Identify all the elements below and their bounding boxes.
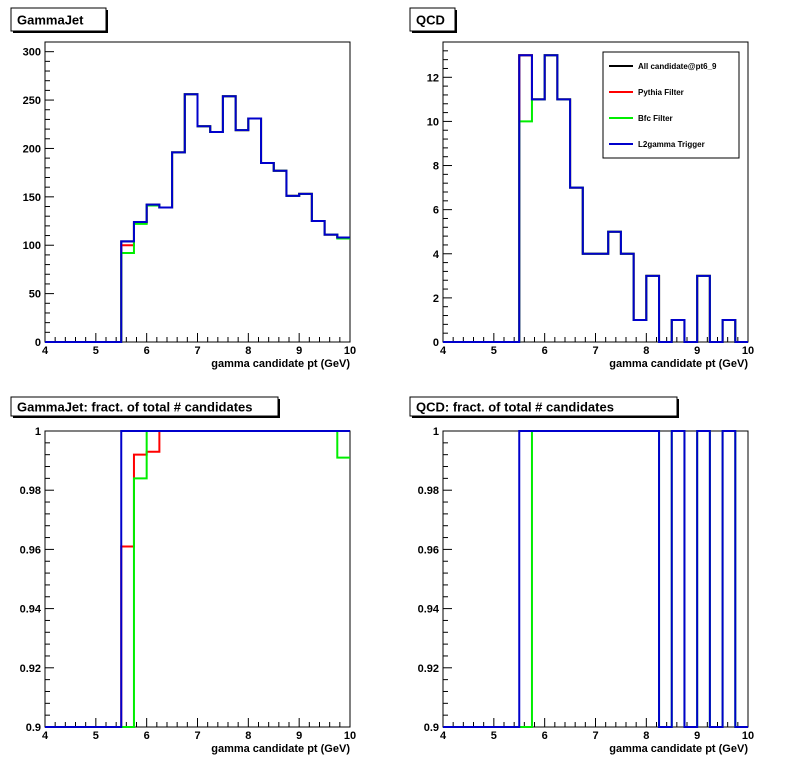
x-tick-label: 9 — [694, 730, 700, 742]
x-axis-label: gamma candidate pt (GeV) — [609, 358, 748, 370]
y-tick-label: 0.98 — [418, 485, 439, 497]
series-line-l2 — [443, 54, 748, 343]
y-tick-label: 0.96 — [20, 544, 41, 556]
x-tick-label: 4 — [42, 345, 49, 357]
legend-label-l2: L2gamma Trigger — [638, 140, 705, 149]
y-tick-label: 300 — [23, 47, 41, 59]
y-tick-label: 12 — [427, 72, 439, 84]
chart-title: GammaJet: fract. of total # candidates — [17, 400, 253, 415]
y-tick-label: 250 — [23, 95, 41, 107]
x-axis-label: gamma candidate pt (GeV) — [609, 743, 748, 755]
chart-title: QCD — [416, 13, 445, 28]
y-tick-label: 50 — [29, 289, 41, 301]
x-tick-label: 7 — [592, 345, 598, 357]
x-tick-label: 5 — [93, 730, 99, 742]
x-tick-label: 9 — [296, 345, 302, 357]
series-line-l2 — [45, 430, 350, 728]
x-tick-label: 4 — [440, 345, 447, 357]
y-tick-label: 1 — [433, 426, 439, 438]
series-line-bfc — [45, 93, 350, 343]
plot-frame — [44, 430, 351, 728]
x-tick-label: 7 — [194, 345, 200, 357]
series-line-bfc — [45, 430, 350, 728]
title-box — [409, 396, 678, 417]
x-tick-label: 5 — [491, 345, 497, 357]
x-axis-label: gamma candidate pt (GeV) — [211, 358, 350, 370]
x-tick-label: 6 — [144, 345, 150, 357]
y-tick-label: 0.94 — [20, 604, 42, 616]
y-tick-label: 4 — [433, 249, 440, 261]
y-tick-label: 0.98 — [20, 485, 41, 497]
y-tick-label: 8 — [433, 161, 439, 173]
x-tick-label: 10 — [742, 730, 754, 742]
y-tick-label: 0.92 — [20, 663, 41, 675]
x-axis-label: gamma candidate pt (GeV) — [211, 743, 350, 755]
chart-panel-3: GammaJet: fract. of total # candidates 4 5… — [10, 396, 356, 755]
x-tick-label: 8 — [245, 345, 251, 357]
y-tick-label: 0 — [433, 337, 439, 349]
x-tick-label: 8 — [245, 730, 251, 742]
series-line-all — [45, 93, 350, 343]
x-tick-label: 5 — [491, 730, 497, 742]
x-tick-label: 9 — [296, 730, 302, 742]
x-tick-label: 8 — [643, 730, 649, 742]
chart-title: GammaJet — [17, 13, 84, 28]
title-box — [10, 396, 279, 417]
x-tick-label: 10 — [344, 345, 356, 357]
title-box — [409, 7, 456, 32]
y-tick-label: 0 — [35, 337, 41, 349]
x-tick-label: 4 — [42, 730, 49, 742]
x-tick-label: 6 — [144, 730, 150, 742]
y-tick-label: 1 — [35, 426, 41, 438]
x-tick-label: 6 — [542, 730, 548, 742]
y-tick-label: 200 — [23, 143, 41, 155]
y-tick-label: 100 — [23, 240, 41, 252]
y-tick-label: 6 — [433, 205, 439, 217]
series-line-pythia — [45, 430, 350, 728]
chart-panel-4: QCD: fract. of total # candidates 4 5 6 7 8 9 1… — [409, 396, 754, 755]
x-tick-label: 10 — [344, 730, 356, 742]
series-line-pythia — [45, 93, 350, 343]
y-tick-label: 2 — [433, 293, 439, 305]
y-tick-label: 10 — [427, 116, 439, 128]
y-tick-label: 0.9 — [424, 722, 439, 734]
x-tick-label: 10 — [742, 345, 754, 357]
x-tick-label: 4 — [440, 730, 447, 742]
x-tick-label: 5 — [93, 345, 99, 357]
series-line-bfc — [443, 430, 748, 728]
y-tick-label: 0.92 — [418, 663, 439, 675]
x-tick-label: 7 — [194, 730, 200, 742]
legend-label-pythia: Pythia Filter — [638, 88, 684, 97]
y-tick-label: 0.96 — [418, 544, 439, 556]
x-tick-label: 6 — [542, 345, 548, 357]
chart-panel-2: QCD 4 5 6 7 8 9 10 0 2 4 6 8 10 12 gamma candidate pt (… — [409, 7, 754, 370]
chart-title: QCD: fract. of total # candidates — [416, 400, 614, 415]
series-line-l2 — [443, 430, 748, 728]
y-tick-label: 0.9 — [26, 722, 41, 734]
x-tick-label: 9 — [694, 345, 700, 357]
x-tick-label: 8 — [643, 345, 649, 357]
title-box — [10, 7, 107, 32]
legend-box — [602, 51, 740, 159]
series-line-l2 — [45, 93, 350, 343]
legend-label-bfc: Bfc Filter — [638, 114, 673, 123]
x-tick-label: 7 — [592, 730, 598, 742]
plot-frame — [442, 430, 749, 728]
y-tick-label: 0.94 — [418, 604, 440, 616]
y-tick-label: 150 — [23, 192, 41, 204]
legend-label-all: All candidate@pt6_9 — [638, 62, 717, 71]
plot-frame — [44, 41, 351, 343]
